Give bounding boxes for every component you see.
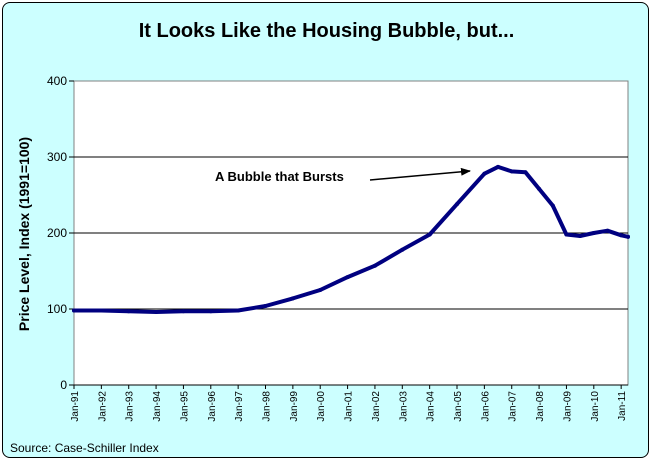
data-point bbox=[509, 169, 514, 174]
x-tick-label: Jan-11 bbox=[617, 391, 628, 421]
x-tick-label: Jan-92 bbox=[97, 391, 108, 422]
data-point bbox=[455, 202, 459, 207]
y-tick-label: 200 bbox=[47, 226, 67, 240]
data-point bbox=[263, 304, 268, 308]
x-tick-label: Jan-08 bbox=[535, 391, 546, 422]
x-tick-label: Jan-00 bbox=[316, 391, 327, 422]
data-point bbox=[496, 164, 500, 169]
data-point bbox=[181, 309, 186, 314]
data-point bbox=[427, 232, 432, 237]
y-axis-ticks: 0 100 200 300 400 bbox=[47, 74, 74, 392]
data-point bbox=[619, 233, 624, 238]
data-point bbox=[578, 234, 583, 238]
x-tick-label: Jan-93 bbox=[125, 391, 136, 422]
series-group bbox=[72, 164, 630, 314]
data-point bbox=[345, 275, 350, 280]
x-tick-label: Jan-97 bbox=[234, 391, 245, 422]
data-point bbox=[72, 308, 76, 313]
x-tick-label: Jan-94 bbox=[152, 391, 163, 422]
x-tick-label: Jan-02 bbox=[371, 391, 382, 422]
data-point bbox=[154, 310, 159, 314]
x-tick-label: Jan-95 bbox=[179, 391, 190, 422]
x-tick-label: Jan-06 bbox=[480, 391, 491, 422]
data-point bbox=[372, 263, 377, 268]
x-tick-label: Jan-07 bbox=[508, 391, 519, 422]
annotation-arrow bbox=[369, 167, 471, 181]
chart-title: It Looks Like the Housing Bubble, but... bbox=[138, 20, 515, 42]
x-tick-label: Jan-98 bbox=[262, 391, 273, 422]
data-point bbox=[537, 186, 542, 191]
data-point bbox=[626, 234, 630, 239]
x-tick-label: Jan-99 bbox=[289, 391, 300, 422]
x-tick-label: Jan-03 bbox=[398, 391, 409, 422]
data-point bbox=[318, 288, 323, 292]
x-tick-label: Jan-09 bbox=[562, 391, 573, 422]
x-tick-label: Jan-01 bbox=[344, 391, 355, 422]
data-point bbox=[523, 170, 528, 175]
annotation-label: A Bubble that Bursts bbox=[215, 169, 344, 184]
grid-lines bbox=[74, 156, 628, 310]
x-axis-ticks: Jan-91 Jan-92 Jan-93 Jan-94 Jan-95 Jan-96 Jan-… bbox=[70, 384, 628, 422]
data-point bbox=[591, 231, 596, 235]
data-point bbox=[482, 171, 487, 176]
data-point bbox=[126, 309, 131, 314]
source-note: Source: Case-Schiller Index bbox=[10, 441, 159, 455]
x-tick-label: Jan-05 bbox=[453, 391, 464, 422]
x-tick-label: Jan-04 bbox=[426, 391, 437, 422]
x-tick-label: Jan-96 bbox=[207, 391, 218, 422]
x-tick-label: Jan-91 bbox=[70, 391, 81, 422]
y-tick-label: 100 bbox=[47, 302, 67, 316]
data-point bbox=[99, 308, 104, 313]
data-point bbox=[564, 232, 569, 237]
y-tick-label: 0 bbox=[60, 378, 67, 392]
data-point bbox=[208, 309, 213, 314]
data-point bbox=[236, 308, 241, 313]
data-point bbox=[550, 203, 555, 208]
x-tick-label: Jan-10 bbox=[590, 391, 601, 422]
data-point bbox=[400, 247, 405, 252]
data-point bbox=[605, 228, 610, 233]
data-point bbox=[290, 296, 295, 301]
y-tick-label: 300 bbox=[47, 150, 67, 164]
y-tick-label: 400 bbox=[47, 74, 67, 88]
